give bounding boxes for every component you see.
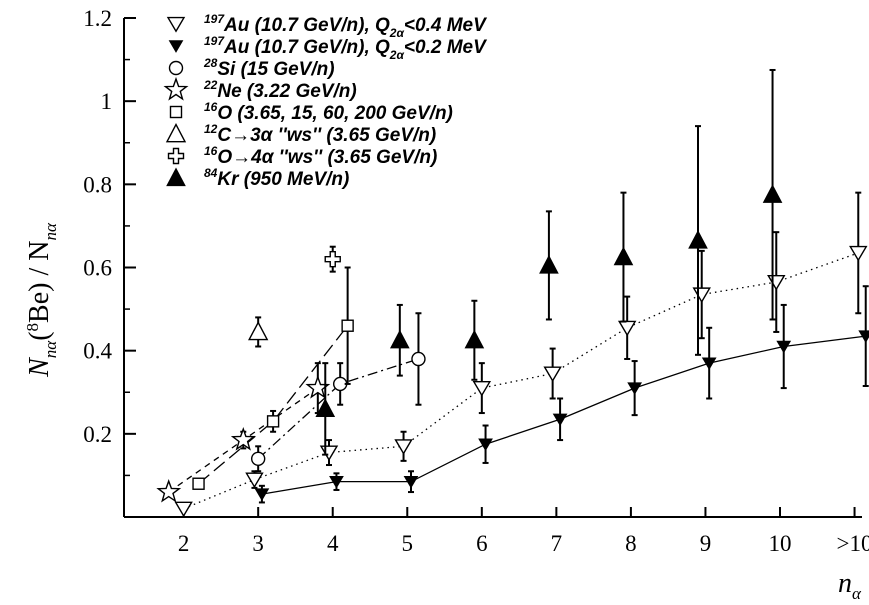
data-point-au-q02 [479, 439, 492, 450]
data-point-o [268, 416, 279, 427]
x-tick-label: 8 [625, 531, 637, 556]
x-tick-label: 5 [402, 531, 414, 556]
data-point-au-q02 [554, 414, 567, 425]
data-point-au-q02 [703, 358, 716, 369]
legend-label-au-q02: 197Au (10.7 GeV/n), Q2α<0.2 MeV [204, 34, 487, 62]
legend-marker-o-4a [169, 149, 184, 164]
x-tick-label: 6 [476, 531, 488, 556]
data-point-au-q04 [396, 440, 412, 454]
x-tick-label: 4 [327, 531, 339, 556]
data-point-au-q02 [628, 383, 641, 394]
data-point-au-q04 [619, 321, 635, 335]
y-axis-label: Nnα(8Be) / Nnα [23, 222, 60, 378]
data-point-kr [465, 331, 483, 348]
y-tick-label: 0.2 [83, 422, 112, 447]
legend-marker-c-3a [167, 125, 185, 142]
legend-item-si: 28Si (15 GeV/n) [170, 56, 335, 80]
legend-marker-au-q04 [168, 18, 184, 32]
legend-item-o: 16O (3.65, 15, 60, 200 GeV/n) [171, 100, 453, 124]
y-tick-label: 0.8 [83, 172, 112, 197]
legend-item-ne: 22Ne (3.22 GeV/n) [166, 78, 357, 102]
legend-label-kr: 84Kr (950 MeV/n) [204, 166, 349, 190]
legend-marker-ne [166, 79, 187, 99]
data-point-au-q02 [777, 341, 790, 352]
y-tick-label: 0.4 [83, 339, 112, 364]
data-point-au-q04 [694, 288, 710, 302]
data-point-kr [316, 399, 334, 416]
x-tick-label: 10 [769, 531, 792, 556]
x-axis-label: nα [838, 568, 862, 603]
legend-item-c-3a: 12C→3α ''ws'' (3.65 GeV/n) [167, 122, 436, 146]
data-point-au-q04 [850, 247, 866, 261]
series-lines [169, 253, 866, 509]
data-point-si [252, 452, 265, 465]
y-tick-label: 0.6 [83, 256, 112, 281]
legend-item-o-4a: 16O→4α ''ws'' (3.65 GeV/n) [169, 144, 438, 168]
data-point-kr [764, 185, 782, 202]
data-point-au-q04 [176, 502, 192, 516]
data-point-au-q04 [768, 276, 784, 290]
data-point-kr [540, 256, 558, 273]
data-point-si [412, 352, 425, 365]
data-point-o [342, 320, 353, 331]
y-tick-label: 1 [101, 89, 113, 114]
data-point-au-q02 [255, 489, 268, 500]
x-tick-label: 7 [551, 531, 563, 556]
x-tick-label: 3 [252, 531, 264, 556]
x-tick-label: 2 [178, 531, 190, 556]
legend-marker-o [171, 107, 182, 118]
legend-label-ne: 22Ne (3.22 GeV/n) [203, 78, 357, 102]
data-point-kr [614, 248, 632, 265]
legend-item-kr: 84Kr (950 MeV/n) [167, 166, 349, 190]
legend-marker-si [170, 62, 183, 75]
data-point-kr [391, 331, 409, 348]
legend-label-au-q04: 197Au (10.7 GeV/n), Q2α<0.4 MeV [204, 12, 487, 40]
data-point-c-3a [249, 323, 267, 340]
legend-label-si: 28Si (15 GeV/n) [203, 56, 335, 80]
axes: 0.2 0.4 0.6 0.8 1 1.2 2 3 4 5 6 7 8 9 10 >10 [83, 6, 869, 556]
data-point-o [193, 478, 204, 489]
data-point-au-q04 [474, 382, 490, 396]
data-point-au-q04 [246, 473, 262, 487]
legend-label-o-4a: 16O→4α ''ws'' (3.65 GeV/n) [204, 144, 437, 168]
legend-marker-kr [167, 169, 185, 186]
data-point-au-q04 [545, 367, 561, 381]
series-line-au-q04 [184, 253, 859, 509]
y-tick-label: 1.2 [83, 6, 112, 31]
data-point-au-q04 [321, 446, 337, 460]
legend-marker-au-q02 [170, 41, 183, 52]
data-point-o-4a [325, 252, 340, 267]
legend-label-o: 16O (3.65, 15, 60, 200 GeV/n) [204, 100, 453, 124]
axis-labels: Nnα(8Be) / Nnα nα [23, 222, 862, 603]
legend-label-c-3a: 12C→3α ''ws'' (3.65 GeV/n) [204, 122, 436, 146]
x-tick-label: >10 [837, 531, 869, 556]
data-point-kr [689, 231, 707, 248]
x-tick-label: 9 [700, 531, 712, 556]
data-point-ne [158, 481, 179, 501]
